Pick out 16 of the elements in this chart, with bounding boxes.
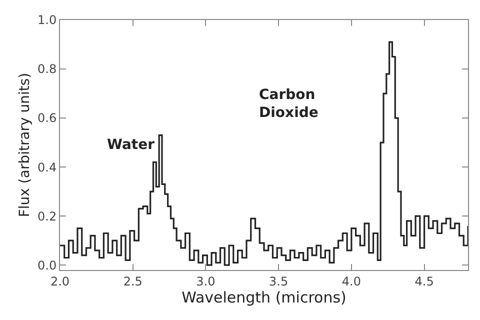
x-tick-label: 3.0	[196, 274, 216, 288]
y-tick-label: 0.6	[38, 111, 57, 126]
x-tick-label: 2.0	[50, 274, 70, 288]
y-tick-label: 0.2	[38, 209, 57, 224]
x-tick-label: 2.5	[123, 274, 142, 288]
x-tick-label: 4.0	[342, 274, 361, 288]
annotation: Carbon Dioxide	[259, 87, 318, 122]
x-axis-title: Wavelength (microns)	[182, 288, 346, 306]
y-tick-label: 0.0	[38, 258, 57, 272]
y-tick-label: 1.0	[38, 13, 57, 28]
y-axis-title: Flux (arbitrary units)	[17, 72, 34, 218]
y-tick-label: 0.4	[38, 160, 57, 174]
y-tick-label: 0.8	[38, 62, 57, 76]
x-tick-label: 3.5	[269, 274, 288, 288]
x-tick-label: 4.5	[414, 274, 434, 288]
annotation: Water	[107, 137, 155, 153]
